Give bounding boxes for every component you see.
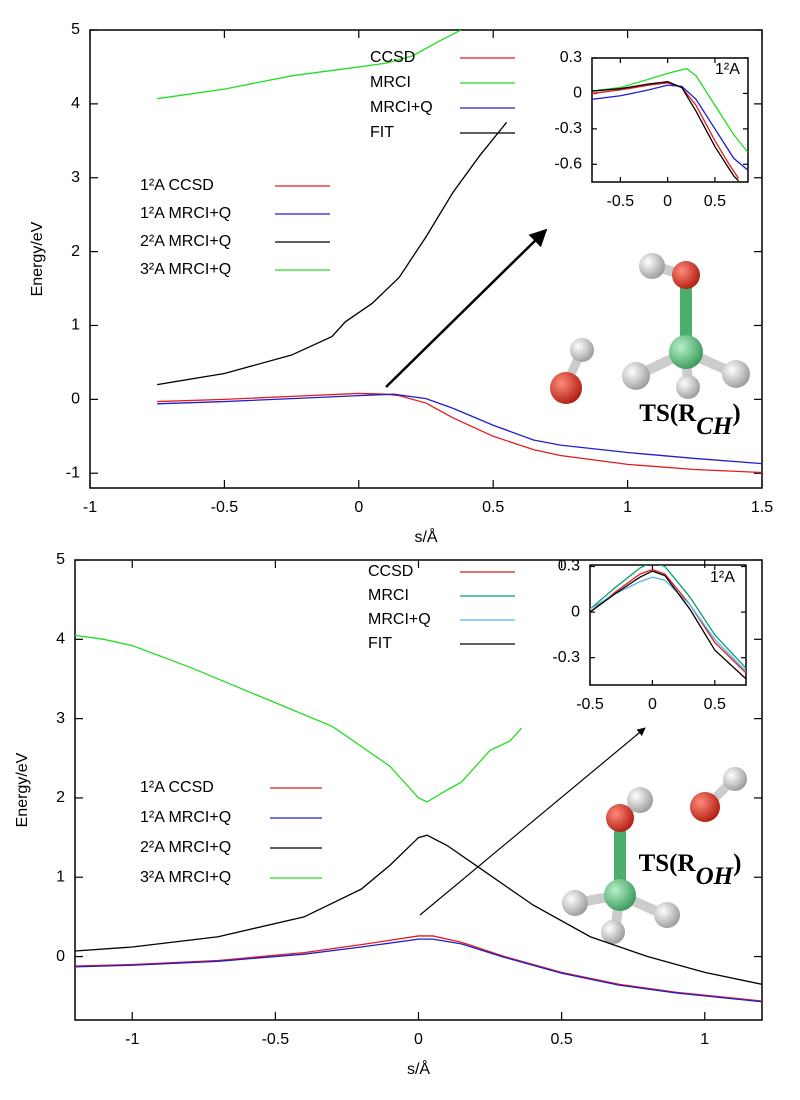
x-axis-label: s/Å [414, 527, 437, 546]
arrow [385, 228, 548, 388]
plot: -1 -0.5 0 0.5 1 1.5 -1 0 1 2 3 4 5 s/Å Energy/eV [29, 21, 773, 546]
legend-label: 2²A MRCI+Q [140, 839, 231, 856]
legend-label: MRCI+Q [370, 99, 433, 116]
x-tick-label: 0.5 [482, 499, 504, 516]
data-line [592, 84, 748, 171]
legend-label: FIT [368, 635, 392, 652]
y-tick-label: -0.6 [554, 156, 582, 173]
data-line [590, 565, 746, 669]
legend-label: CCSD [370, 49, 415, 66]
y-tick-label: 0 [571, 603, 580, 620]
y-tick-label: -1 [66, 464, 80, 481]
data-line [75, 935, 762, 1002]
y-tick-label: 5 [71, 21, 80, 38]
x-tick-label: -0.5 [211, 499, 239, 516]
x-tick-label: 0.5 [551, 1031, 573, 1048]
plot-frame [591, 57, 749, 183]
data-line [590, 570, 746, 680]
y-tick-label: 0.3 [558, 558, 580, 575]
y-tick-label: 2 [56, 789, 65, 806]
x-tick-label: 0 [414, 1031, 423, 1048]
legend-label: MRCI [370, 74, 411, 91]
arrow [419, 727, 646, 916]
plot: -0.5 0 0.5 -0.6 -0.3 0 0.3 1²A [554, 49, 749, 210]
legend-label: 3²A MRCI+Q [140, 869, 231, 886]
panel-label: 1²A [715, 61, 740, 78]
y-tick-label: 4 [56, 631, 65, 648]
plot: -1 -0.5 0 0.5 1 0 1 2 3 4 5 s/Å Energy/eV [14, 551, 763, 1078]
legend-label: MRCI [368, 587, 409, 604]
annotation-part: CH [696, 413, 734, 440]
data-line [590, 568, 746, 674]
y-tick-label: 5 [56, 551, 65, 568]
x-tick-label: 0.5 [704, 193, 726, 210]
panel-label: 1²A [710, 569, 735, 586]
legend-label: FIT [370, 124, 394, 141]
x-tick-label: 0 [648, 696, 657, 713]
legend-label: MRCI+Q [368, 611, 431, 628]
data-line [157, 121, 508, 386]
y-tick-label: -0.3 [552, 649, 580, 666]
y-axis-label: Energy/eV [14, 752, 31, 827]
molecule [562, 767, 747, 944]
x-tick-label: 0 [354, 499, 363, 516]
annotation-part: ) [733, 850, 741, 877]
data-line [592, 80, 740, 182]
annotation-part: ) [732, 400, 740, 427]
data-line [75, 834, 762, 985]
x-tick-label: 1.5 [751, 499, 773, 516]
plot: -0.5 0 0.5 -0.3 0 0.3 1²A [552, 558, 747, 713]
x-tick-label: -0.5 [576, 696, 604, 713]
legend-label: CCSD [368, 563, 413, 580]
y-tick-label: 0 [573, 85, 582, 102]
legend-label: 1²A MRCI+Q [140, 205, 231, 222]
data-line [157, 393, 762, 465]
x-tick-label: 0.5 [704, 696, 726, 713]
y-tick-label: 1 [56, 868, 65, 885]
y-tick-label: 3 [71, 169, 80, 186]
annotation: TS(RCH) [639, 400, 740, 441]
annotation-part: TS(R [639, 850, 697, 877]
x-tick-label: 0 [663, 193, 672, 210]
y-tick-label: 2 [71, 243, 80, 260]
legend-label: 1²A MRCI+Q [140, 809, 231, 826]
x-tick-label: -1 [83, 499, 97, 516]
data-line [157, 30, 462, 100]
data-line [75, 634, 523, 803]
molecule [550, 253, 750, 404]
y-tick-label: 1 [71, 317, 80, 334]
y-tick-label: 0 [71, 391, 80, 408]
x-tick-label: 1 [700, 1031, 709, 1048]
x-tick-label: -1 [125, 1031, 139, 1048]
y-tick-label: 4 [71, 95, 80, 112]
data-line [157, 392, 762, 474]
data-line [592, 67, 748, 153]
legend-label: 1²A CCSD [140, 779, 214, 796]
x-tick-label: -0.5 [262, 1031, 290, 1048]
x-tick-label: 1 [623, 499, 632, 516]
data-line [75, 938, 762, 1003]
annotation: TS(ROH) [639, 850, 742, 891]
annotation-part: OH [696, 863, 735, 890]
x-tick-label: -0.5 [607, 193, 635, 210]
legend-label: 3²A MRCI+Q [140, 261, 231, 278]
legend-label: 1²A CCSD [140, 177, 214, 194]
plot-frame [589, 564, 747, 686]
y-tick-label: 3 [56, 710, 65, 727]
legend-label: 2²A MRCI+Q [140, 233, 231, 250]
x-axis-label: s/Å [407, 1059, 430, 1078]
plot-frame [89, 29, 763, 489]
y-tick-label: 0 [56, 948, 65, 965]
y-tick-label: -0.3 [554, 120, 582, 137]
y-tick-label: 0.3 [560, 49, 582, 66]
annotation-part: TS(R [639, 400, 697, 427]
y-axis-label: Energy/eV [29, 221, 46, 296]
